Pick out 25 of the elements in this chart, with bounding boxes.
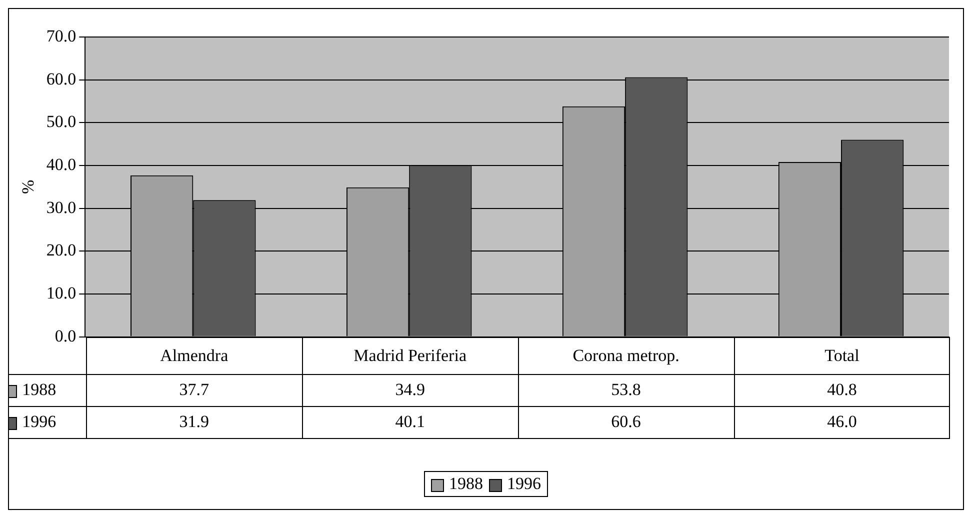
y-tick-label: 70.0 xyxy=(46,26,76,46)
y-tick-label: 10.0 xyxy=(46,283,76,302)
text: 1996 xyxy=(22,412,56,432)
x-tick-label: Total xyxy=(734,337,950,374)
data-label: 53.8 xyxy=(518,374,734,406)
data-label: 34.9 xyxy=(302,374,518,406)
y-tick-label: 60.0 xyxy=(46,69,76,88)
y-axis-title: % xyxy=(18,180,38,194)
y-tick-label: 30.0 xyxy=(46,198,76,217)
x-tick-label: Madrid Periferia xyxy=(302,337,518,374)
data-label: 37.7 xyxy=(86,374,302,406)
y-tick-label: 50.0 xyxy=(46,112,76,132)
y-tick-label: 20.0 xyxy=(46,240,76,260)
data-label: 46.0 xyxy=(734,406,950,438)
y-tick-label: 40.0 xyxy=(46,154,76,174)
data-label: 40.8 xyxy=(734,374,950,406)
data-label: 31.9 xyxy=(86,406,302,438)
legend-label: 1988 xyxy=(21,379,58,402)
text: 1988 xyxy=(449,474,483,493)
x-tick-label: Corona metrop. xyxy=(518,337,734,374)
x-tick-label: Almendra xyxy=(86,337,302,374)
legend-label: 1996 xyxy=(506,474,541,493)
data-label: 40.1 xyxy=(302,406,518,438)
y-tick-label: 0.0 xyxy=(54,326,76,346)
data-label: 60.6 xyxy=(518,406,734,438)
